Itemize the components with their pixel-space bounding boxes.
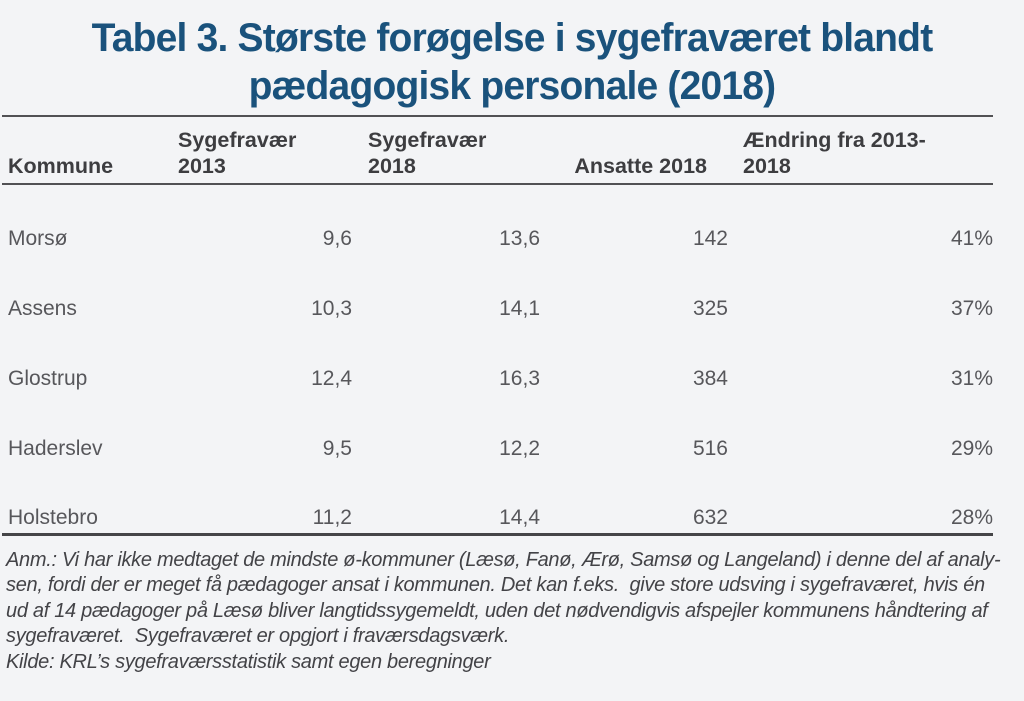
cell-sygefravaer-2013: 9,6	[322, 227, 352, 250]
cell-kommune: Holstebro	[2, 464, 170, 536]
col-header-aendring: Ændring fra 2013- 2018	[737, 116, 993, 185]
source-line: Kilde: KRL’s sygefraværsstatistik samt e…	[6, 650, 491, 673]
cell-aendring: 31%	[950, 367, 993, 390]
header-row: Kommune Sygefravær 2013 Sygefravær 2018 …	[2, 116, 993, 185]
cell-sygefravaer-2018: 14,4	[360, 464, 550, 536]
table-body: Morsø 9,6 13,6 142 41% Assens 10,3 14,1 …	[2, 184, 993, 536]
table-row: Haderslev 9,5 12,2 516 29%	[2, 394, 993, 464]
cell-sygefravaer-2018: 12,2	[499, 437, 540, 460]
table-row: Morsø 9,6 13,6 142 41%	[2, 184, 993, 254]
table-row: Glostrup 12,4 16,3 384 31%	[2, 324, 993, 394]
footnote-line: sygefraværet. Sygefraværet er opgjort i …	[6, 625, 510, 647]
cell-sygefravaer-2018: 14,1	[499, 297, 540, 320]
cell-ansatte-2018: 632	[550, 464, 737, 536]
cell-kommune: Assens	[8, 297, 77, 320]
table-row: Holstebro 11,2 14,4 632 28%	[2, 464, 993, 536]
col-header-kommune: Kommune	[2, 116, 170, 185]
footnote-line: ud af 14 pædagoger på Læsø bliver langti…	[6, 599, 988, 622]
cell-sygefravaer-2013: 11,2	[170, 464, 360, 536]
cell-sygefravaer-2013: 12,4	[311, 367, 352, 390]
cell-aendring: 41%	[950, 227, 993, 250]
table-header: Kommune Sygefravær 2013 Sygefravær 2018 …	[2, 116, 993, 185]
cell-aendring: 29%	[950, 437, 993, 460]
col-header-sygefravaer-2013: Sygefravær 2013	[170, 116, 360, 185]
cell-sygefravaer-2018: 16,3	[499, 367, 540, 390]
cell-ansatte-2018: 516	[692, 437, 728, 460]
cell-ansatte-2018: 325	[692, 297, 728, 320]
sick-leave-table: Kommune Sygefravær 2013 Sygefravær 2018 …	[2, 115, 993, 536]
footnote-line: sen, fordi der er meget få pædagoger ans…	[6, 574, 985, 596]
col-header-sygefravaer-2018: Sygefravær 2018	[360, 116, 550, 185]
cell-kommune: Morsø	[8, 227, 68, 250]
cell-ansatte-2018: 384	[692, 367, 728, 390]
footnotes: Anm.: Vi har ikke medtaget de mindste ø-…	[6, 548, 1018, 676]
cell-aendring: 28%	[737, 464, 993, 536]
cell-kommune: Haderslev	[8, 437, 103, 460]
footnote-line: Anm.: Vi har ikke medtaget de mindste ø-…	[6, 548, 1001, 571]
cell-kommune: Glostrup	[8, 367, 88, 390]
cell-sygefravaer-2013: 9,5	[322, 437, 352, 460]
table-row: Assens 10,3 14,1 325 37%	[2, 254, 993, 324]
table-title: Tabel 3. Største forøgelse i sygefravære…	[91, 16, 934, 109]
cell-sygefravaer-2018: 13,6	[499, 227, 540, 250]
col-header-ansatte-2018: Ansatte 2018	[550, 116, 737, 185]
cell-ansatte-2018: 142	[692, 227, 728, 250]
cell-sygefravaer-2013: 10,3	[311, 297, 352, 320]
cell-aendring: 37%	[950, 297, 993, 320]
